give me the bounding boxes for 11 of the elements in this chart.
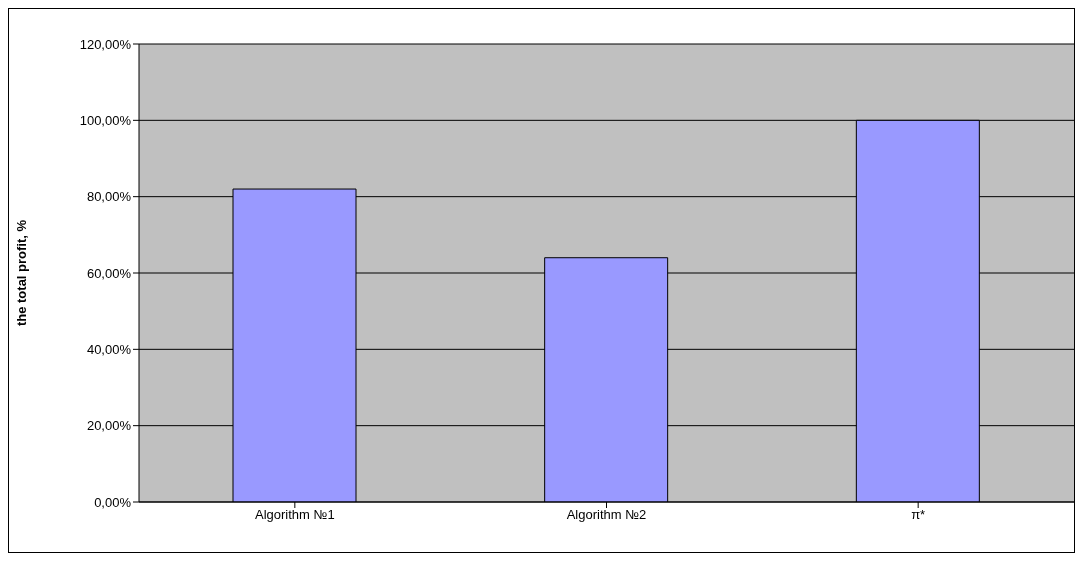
- y-tick-label: 20,00%: [86, 418, 132, 434]
- y-tick-label: 80,00%: [86, 189, 132, 205]
- y-tick-label: 0,00%: [94, 494, 132, 510]
- y-tick-label: 100,00%: [79, 112, 132, 128]
- x-tick-label: π*: [911, 507, 926, 523]
- y-tick-label: 60,00%: [86, 265, 132, 281]
- x-tick-label: Algorithm №2: [566, 507, 647, 523]
- x-tick-label: Algorithm №1: [254, 507, 335, 523]
- y-tick-label: 120,00%: [79, 36, 132, 52]
- y-tick-label: 40,00%: [86, 341, 132, 357]
- y-axis-title: the total profit, %: [13, 219, 29, 327]
